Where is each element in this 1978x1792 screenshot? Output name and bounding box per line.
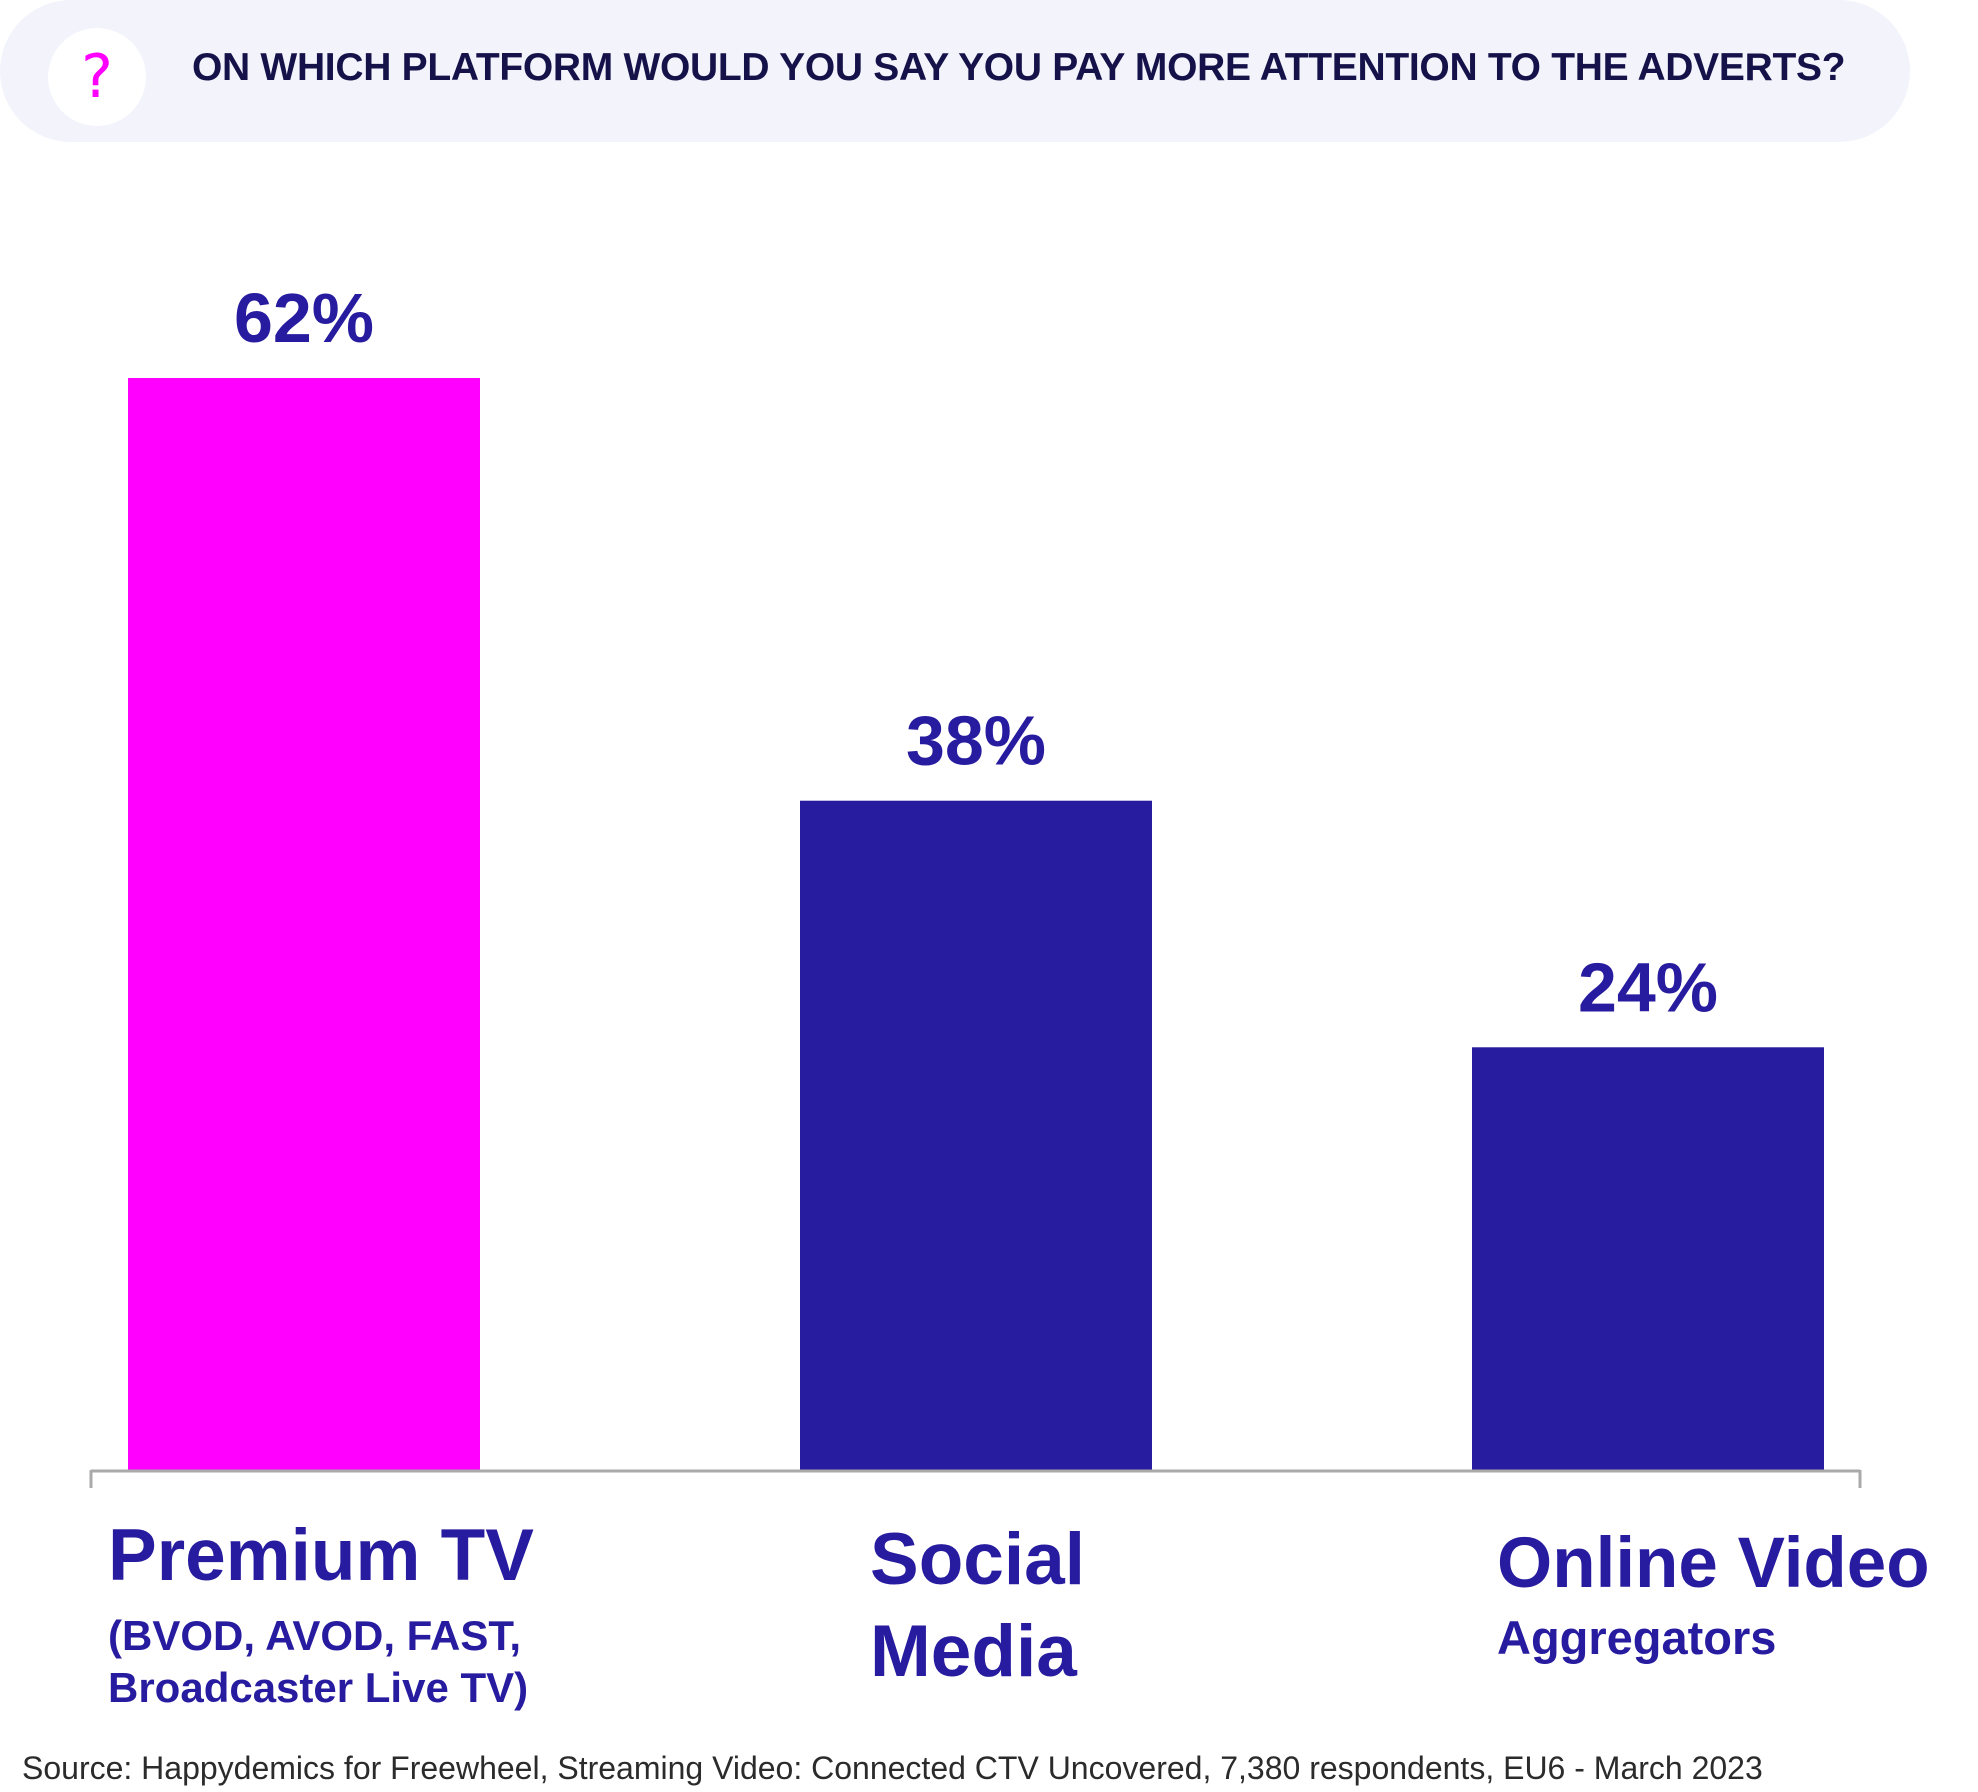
category-label-online-video: Online Video Aggregators: [1497, 1518, 1930, 1666]
chart-title: ON WHICH PLATFORM WOULD YOU SAY YOU PAY …: [192, 46, 1846, 89]
category-label-sub: Broadcaster Live TV): [108, 1664, 529, 1711]
category-label-main: Online Video: [1497, 1524, 1930, 1603]
bar-1: [128, 378, 480, 1470]
source-note: Source: Happydemics for Freewheel, Strea…: [22, 1750, 1763, 1786]
category-label-main: Media: [870, 1611, 1077, 1692]
category-label-social-media: Social Media: [870, 1514, 1085, 1698]
category-label-sub: Aggregators: [1497, 1611, 1777, 1664]
bar-value-label: 62%: [234, 279, 374, 357]
question-mark-icon: ?: [48, 28, 146, 126]
category-label-main: Social: [870, 1519, 1086, 1600]
bar-3: [1472, 1047, 1824, 1470]
bar-2: [800, 800, 1152, 1470]
category-label-sub: (BVOD, AVOD, FAST,: [108, 1612, 522, 1659]
category-label-main: Premium TV: [108, 1515, 534, 1596]
question-banner: ? ON WHICH PLATFORM WOULD YOU SAY YOU PA…: [0, 0, 1910, 142]
bar-value-label: 38%: [906, 702, 1046, 780]
category-label-premium-tv: Premium TV (BVOD, AVOD, FAST, Broadcaste…: [108, 1510, 534, 1714]
bar-value-label: 24%: [1578, 948, 1718, 1026]
